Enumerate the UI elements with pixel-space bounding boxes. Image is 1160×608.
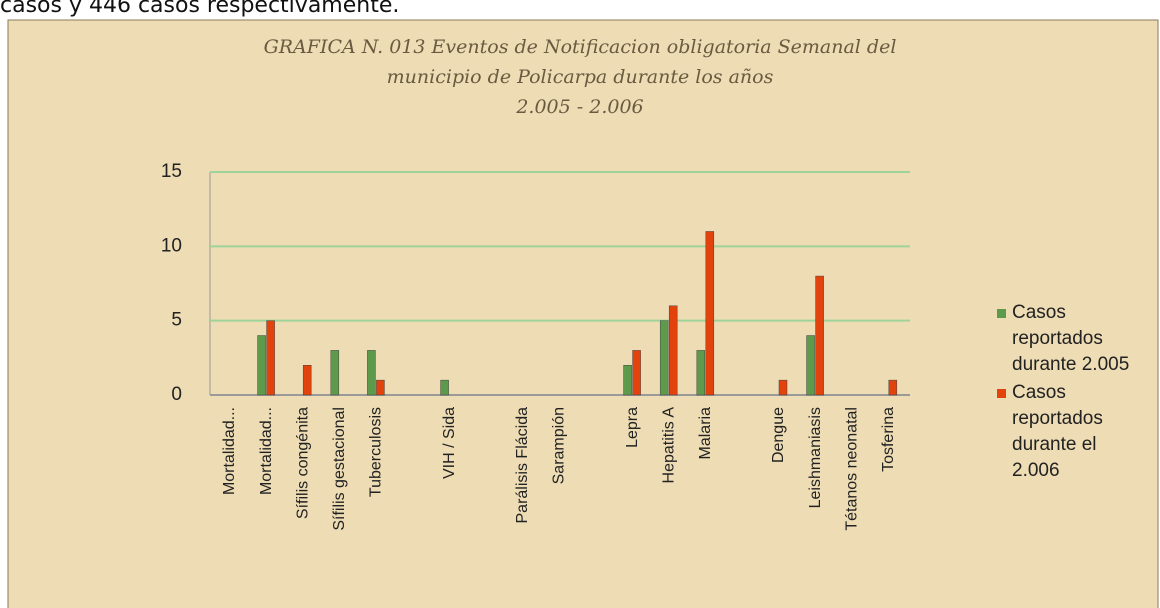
x-tick-label: Mortalidad... [258, 407, 275, 495]
bar [888, 379, 898, 396]
x-tick-label: Sarampión [551, 407, 568, 484]
x-tick-label: VIH / Sida [441, 407, 458, 479]
legend: Casos reportados durante 2.005 Casos repo… [997, 300, 1147, 486]
bar [440, 379, 449, 396]
x-tick-label: Tétanos neonatal [843, 407, 860, 531]
chart-title: GRAFICA N. 013 Eventos de Notificacion o… [264, 36, 897, 58]
bar [367, 350, 376, 396]
chart-frame [7, 19, 1159, 608]
bar [266, 320, 275, 396]
x-tick-label: Lepra [624, 407, 641, 448]
bar [806, 335, 815, 396]
bar [705, 231, 715, 396]
bar [623, 365, 632, 396]
x-tick-label: Malaria [697, 407, 714, 460]
legend-label: Casos reportados durante 2.005 [1012, 302, 1130, 375]
x-tick-label: Sífilis gestacional [331, 407, 348, 531]
bar [668, 305, 678, 396]
x-tick-label: Dengue [770, 407, 787, 463]
x-tick-label: Mortalidad... [221, 407, 238, 495]
bar [330, 350, 340, 396]
legend-label: Casos reportados durante el 2.006 [1012, 382, 1103, 481]
x-tick-label: Parálisis Flácida [514, 407, 531, 524]
legend-swatch [997, 309, 1006, 318]
bar [815, 275, 824, 396]
chart-title: 2.005 - 2.006 [515, 96, 643, 118]
x-tick-label: Hepatitis A [660, 407, 677, 484]
y-tick-label: 15 [161, 161, 182, 182]
legend-swatch [997, 389, 1006, 398]
bar [696, 350, 706, 396]
bar [302, 365, 312, 396]
y-tick-label: 5 [171, 310, 182, 331]
legend-item: Casos reportados durante el 2.006 [997, 380, 1147, 484]
bar [659, 320, 669, 396]
bar [778, 379, 788, 396]
y-tick-label: 0 [171, 384, 182, 405]
x-tick-label: Sífilis congénita [294, 407, 311, 519]
bar [257, 335, 266, 396]
x-tick-label: Leishmaniasis [807, 407, 824, 508]
x-tick-label: Tosferina [880, 407, 897, 472]
bar [632, 350, 641, 396]
legend-item: Casos reportados durante 2.005 [997, 300, 1147, 378]
x-tick-label: Tuberculosis [368, 407, 385, 497]
y-tick-label: 10 [161, 235, 182, 256]
chart-title: municipio de Policarpa durante los años [387, 66, 774, 88]
bar [376, 379, 385, 396]
body-text: casos y 446 casos respectivamente. [0, 0, 399, 18]
